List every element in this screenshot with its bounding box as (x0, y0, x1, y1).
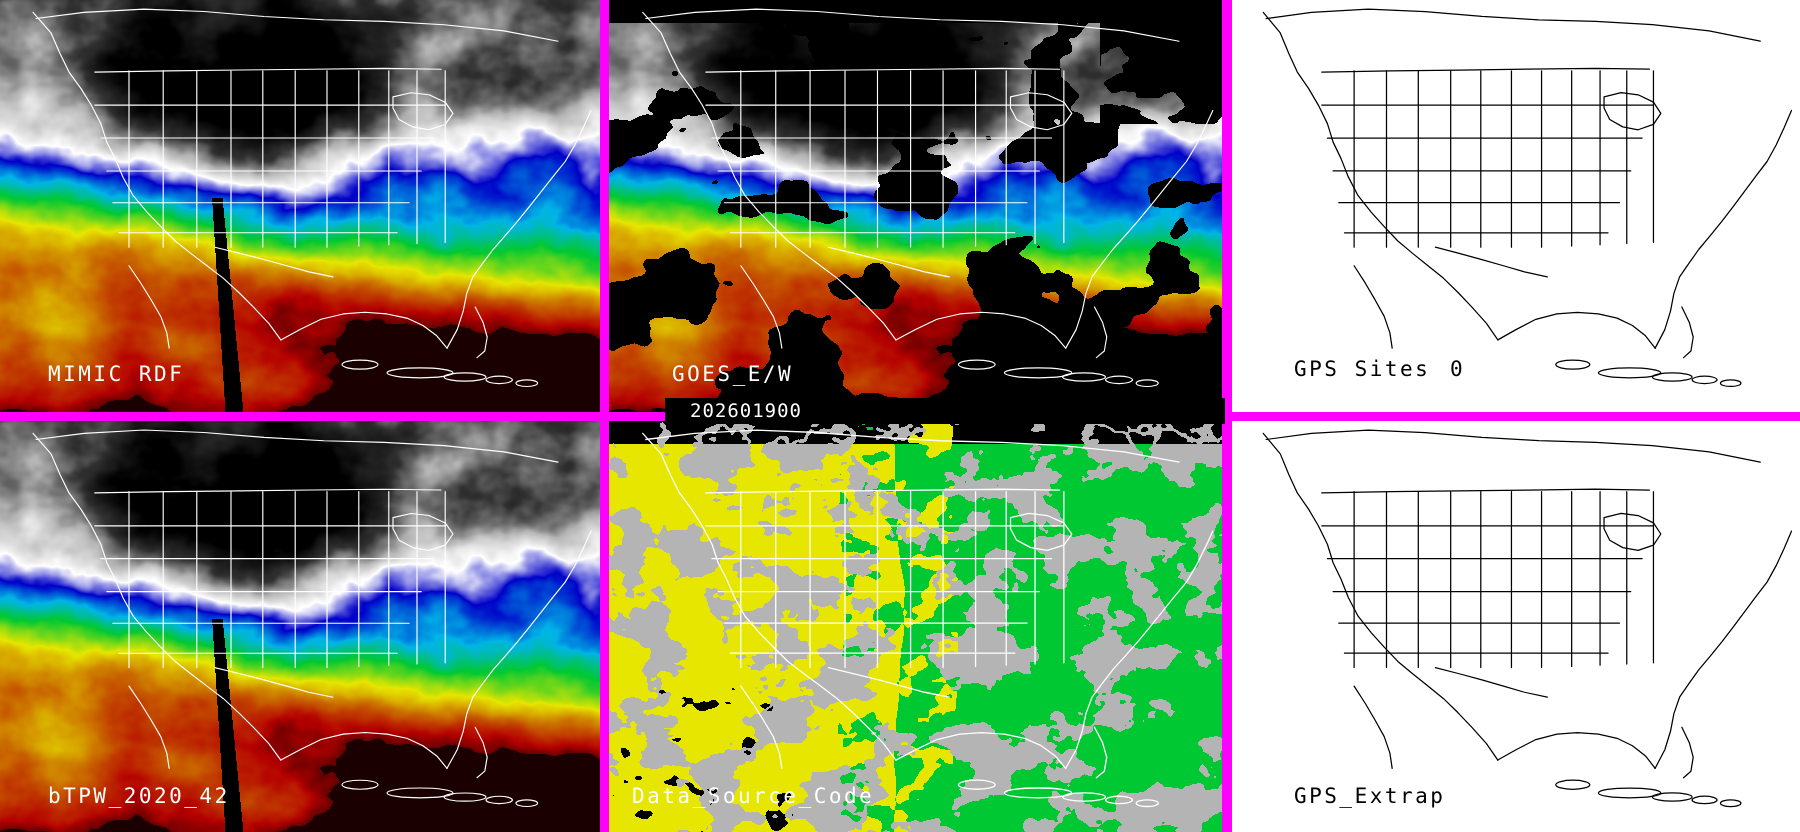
basemap-gps-extrap (1232, 421, 1800, 832)
source-code-raster (609, 421, 1222, 832)
panel-goes-ew[interactable] (609, 0, 1222, 412)
tpw-raster-goes-ew (609, 0, 1222, 412)
basemap-gps-sites (1232, 0, 1800, 412)
tpw-raster-btpw (0, 421, 600, 832)
panel-mimic-rdf[interactable] (0, 0, 600, 412)
panel-gps-extrap[interactable] (1232, 421, 1800, 832)
panel-btpw[interactable] (0, 421, 600, 832)
panel-gps-sites[interactable] (1232, 0, 1800, 412)
timestamp-bar (665, 398, 1225, 424)
tpw-raster-mimic-rdf (0, 0, 600, 412)
panel-data-source-code[interactable] (609, 421, 1222, 832)
